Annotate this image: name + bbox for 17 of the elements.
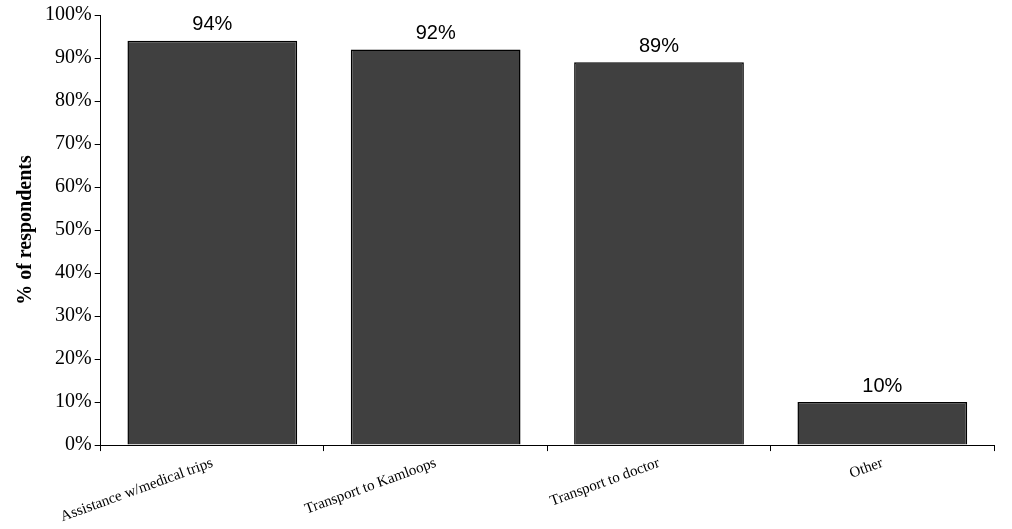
y-tick-label: 10%: [54, 389, 92, 412]
y-tick-label: 60%: [54, 174, 92, 197]
y-axis-title: % of respondents: [13, 155, 37, 305]
y-tick-label: 0%: [64, 432, 92, 455]
data-label: 89%: [638, 33, 680, 56]
data-label: 94%: [192, 12, 233, 35]
y-tick-label: 50%: [54, 217, 92, 240]
data-label: 92%: [415, 20, 456, 43]
y-tick-label: 70%: [54, 131, 92, 154]
y-tick-label: 80%: [54, 88, 92, 111]
y-tick-label: 20%: [54, 346, 92, 369]
y-tick-label: 90%: [54, 45, 92, 68]
data-label: 10%: [862, 373, 903, 396]
y-tick-label: 30%: [54, 303, 92, 326]
y-tick-label: 40%: [54, 260, 92, 283]
x-tick-label: Other: [847, 454, 885, 481]
y-tick-label: 100%: [44, 2, 92, 25]
